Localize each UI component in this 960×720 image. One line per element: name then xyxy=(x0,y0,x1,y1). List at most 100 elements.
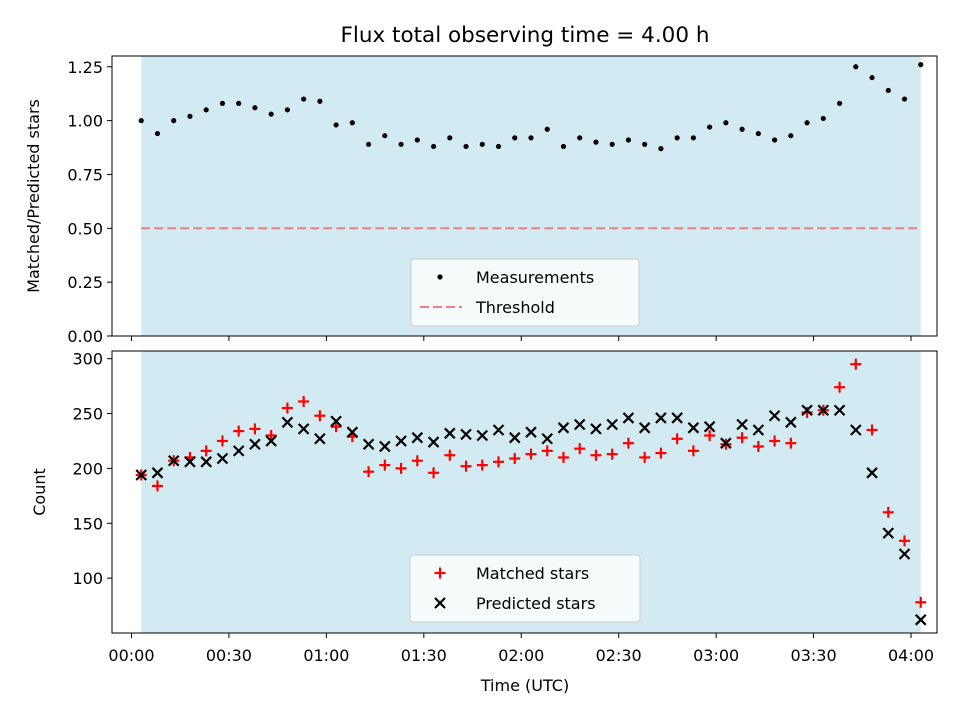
measurement-point xyxy=(479,141,485,147)
measurement-point xyxy=(236,100,242,106)
predicted-star-point xyxy=(687,422,700,434)
measurement-point xyxy=(577,135,583,141)
matched-star-point xyxy=(298,395,310,407)
measurement-point xyxy=(317,98,323,104)
measurement-point xyxy=(268,111,274,117)
predicted-stars-points xyxy=(135,404,927,626)
predicted-star-point xyxy=(395,435,407,447)
matched-star-point xyxy=(509,453,521,465)
matched-star-point xyxy=(882,506,894,518)
matched-star-point xyxy=(622,437,634,449)
measurement-point xyxy=(252,105,258,111)
predicted-star-point xyxy=(898,548,911,560)
x-tick-label: 00:00 xyxy=(108,646,154,665)
measurement-point xyxy=(690,135,696,141)
ratio-plot: 0.00 0.25 0.50 0.75 1.00 1.25 Matched/Predict… xyxy=(24,55,938,346)
matched-star-point xyxy=(314,410,326,422)
measurement-point xyxy=(771,137,778,143)
measurement-point xyxy=(707,124,713,130)
measurement-point xyxy=(901,96,908,102)
ratio-legend: Measurements Threshold xyxy=(410,258,640,327)
matched-star-point xyxy=(769,435,781,447)
matched-star-point xyxy=(606,448,618,460)
y-tick-label: 0.00 xyxy=(67,327,103,346)
predicted-star-point xyxy=(427,436,440,448)
matched-star-point xyxy=(671,433,683,445)
measurement-point xyxy=(203,107,209,113)
counts-y-axis-label: Count xyxy=(30,468,49,516)
matched-star-point xyxy=(428,467,440,479)
predicted-star-point xyxy=(281,416,294,429)
matched-star-point xyxy=(639,451,651,463)
matched-star-point xyxy=(785,437,797,449)
matched-star-point xyxy=(704,429,716,441)
matched-star-point xyxy=(151,480,163,492)
measurement-point xyxy=(820,115,826,122)
measurement-point xyxy=(154,130,161,137)
measurement-point xyxy=(739,126,745,132)
measurement-point xyxy=(609,141,615,147)
matched-star-point xyxy=(249,423,261,435)
predicted-star-point xyxy=(362,438,375,451)
measurement-point xyxy=(804,120,810,126)
measurement-point xyxy=(495,143,502,150)
measurement-point xyxy=(398,141,404,147)
measurement-point xyxy=(512,135,518,141)
predicted-star-point xyxy=(297,423,310,435)
matched-star-point xyxy=(687,445,699,457)
predicted-star-point xyxy=(833,404,846,417)
ratio-x-ticks xyxy=(130,336,912,341)
matched-star-point xyxy=(525,448,537,460)
time-x-axis-label: Time (UTC) xyxy=(480,676,569,695)
y-tick-label: 100 xyxy=(72,569,103,588)
measurement-points xyxy=(138,62,924,152)
y-tick-label: 1.25 xyxy=(67,58,103,77)
predicted-star-point xyxy=(655,412,667,424)
x-tick-label: 03:00 xyxy=(693,646,739,665)
predicted-star-point xyxy=(444,427,456,440)
matched-star-point xyxy=(915,596,927,608)
counts-plot: 100 150 200 250 300 00:00 00:30 01:00 01:30 02:0… xyxy=(30,350,938,695)
matched-star-point xyxy=(850,358,862,370)
measurement-point xyxy=(723,120,729,126)
matched-star-point xyxy=(395,462,407,474)
predicted-star-point xyxy=(752,424,765,436)
predicted-star-point xyxy=(850,424,862,436)
matched-star-point xyxy=(574,443,586,455)
predicted-star-point xyxy=(330,415,342,428)
ratio-plot-frame xyxy=(111,55,938,337)
matched-star-point xyxy=(411,455,423,467)
measurement-point xyxy=(138,118,144,124)
matched-star-point xyxy=(265,429,277,441)
legend-x-glyph xyxy=(434,597,446,609)
measurement-point xyxy=(560,143,567,150)
measurement-point xyxy=(219,100,226,106)
matched-star-point xyxy=(444,449,456,461)
predicted-star-point xyxy=(167,454,180,467)
predicted-star-point xyxy=(557,422,570,434)
matched-star-point xyxy=(216,435,228,447)
measurement-point xyxy=(463,143,469,150)
legend-plus-glyph xyxy=(434,567,446,579)
measurement-point xyxy=(365,141,372,147)
predicted-star-point xyxy=(135,469,148,481)
predicted-star-point xyxy=(232,445,245,457)
matched-star-point xyxy=(281,402,293,414)
measurement-point xyxy=(853,64,859,70)
predicted-star-point xyxy=(817,404,830,417)
predicted-star-point xyxy=(801,404,813,417)
predicted-star-point xyxy=(200,456,212,468)
predicted-star-point xyxy=(411,431,424,444)
measurement-point xyxy=(171,118,177,124)
measurement-point xyxy=(885,87,891,94)
time-x-ticks: 00:00 00:30 01:00 01:30 02:00 02:30 03:00 03:30… xyxy=(108,633,934,665)
predicted-star-point xyxy=(573,418,586,431)
matched-star-point xyxy=(752,440,764,452)
matched-star-point xyxy=(834,381,846,393)
counts-y-ticks: 100 150 200 250 300 xyxy=(72,350,112,588)
legend-measurements-marker xyxy=(437,274,443,280)
matched-star-point xyxy=(655,447,667,459)
measurement-point xyxy=(333,122,339,128)
matched-star-point xyxy=(899,535,911,547)
counts-plot-frame xyxy=(111,350,938,634)
